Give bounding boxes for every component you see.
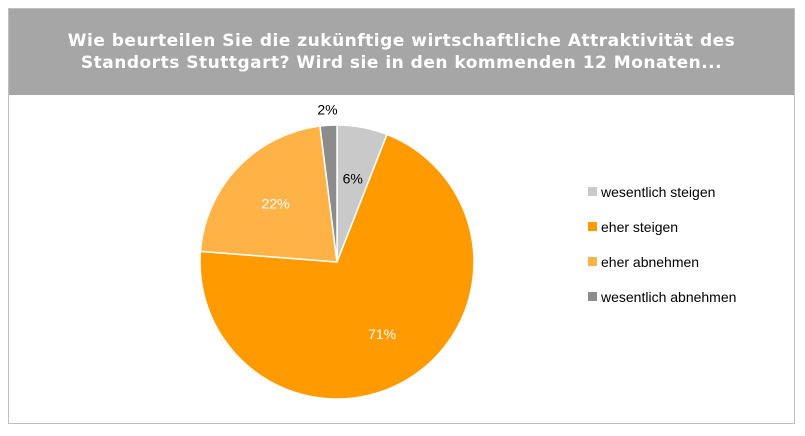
legend-item-wesentlich-steigen: wesentlich steigen bbox=[588, 183, 736, 200]
legend-swatch bbox=[588, 187, 597, 196]
legend-label: eher steigen bbox=[601, 218, 679, 235]
data-label-eher-abnehmen: 22% bbox=[262, 195, 290, 211]
chart-legend: wesentlich steigen eher steigen eher abneh… bbox=[588, 183, 736, 323]
legend-swatch bbox=[588, 292, 597, 301]
legend-label: wesentlich steigen bbox=[601, 183, 716, 200]
legend-swatch bbox=[588, 257, 597, 266]
chart-title: Wie beurteilen Sie die zukünftige wirtsc… bbox=[9, 9, 794, 95]
data-label-wesentlich-abnehmen: 2% bbox=[317, 101, 337, 117]
pie-slice-eher-abnehmen bbox=[199, 125, 338, 263]
legend-item-eher-steigen: eher steigen bbox=[588, 218, 736, 235]
data-label-wesentlich-steigen: 6% bbox=[343, 171, 363, 187]
legend-label: eher abnehmen bbox=[601, 253, 700, 270]
legend-item-eher-abnehmen: eher abnehmen bbox=[588, 253, 736, 270]
legend-label: wesentlich abnehmen bbox=[601, 288, 737, 305]
pie-data-labels: 6% 71% 22% 2% bbox=[262, 101, 397, 342]
legend-item-wesentlich-abnehmen: wesentlich abnehmen bbox=[588, 288, 736, 305]
pie-slice-wesentlich-abnehmen bbox=[319, 124, 338, 263]
data-label-eher-steigen: 71% bbox=[368, 326, 396, 342]
pie-slice-eher-steigen bbox=[199, 133, 475, 400]
pie-slices bbox=[199, 124, 475, 400]
legend-swatch bbox=[588, 222, 597, 231]
